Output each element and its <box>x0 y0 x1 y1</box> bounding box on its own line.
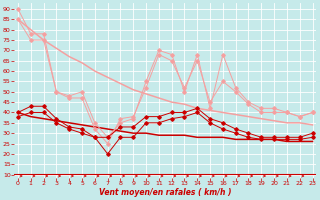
X-axis label: Vent moyen/en rafales ( km/h ): Vent moyen/en rafales ( km/h ) <box>99 188 231 197</box>
